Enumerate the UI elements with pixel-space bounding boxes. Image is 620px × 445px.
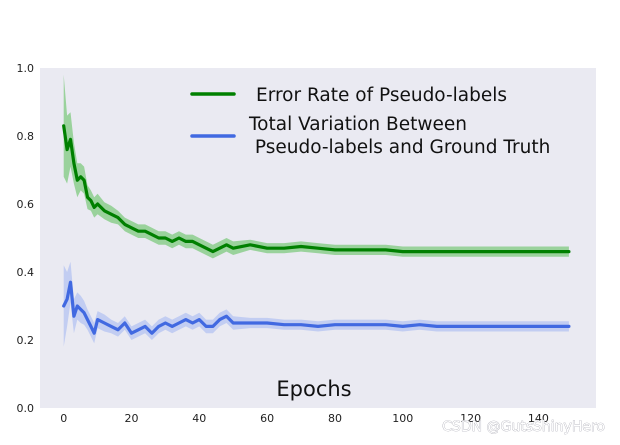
series-2-line — [62, 280, 571, 335]
y-axis-ticks: 0.0 0.2 0.4 0.6 0.8 1.0 — [17, 62, 35, 415]
x-tick-label: 60 — [260, 412, 274, 425]
x-tick-label: 100 — [392, 412, 413, 425]
y-tick-label: 0.4 — [17, 266, 35, 279]
legend-label-1: Error Rate of Pseudo-labels — [256, 85, 507, 106]
x-tick-label: 0 — [60, 412, 67, 425]
y-tick-label: 0.0 — [17, 402, 35, 415]
x-axis-ticks: 0 20 40 60 80 100 120 140 — [60, 412, 549, 425]
x-tick-label: 20 — [125, 412, 139, 425]
x-tick-label: 120 — [460, 412, 481, 425]
plot-area — [40, 68, 596, 408]
legend-label-2: Total Variation Between Pseudo-labels an… — [248, 114, 550, 158]
x-tick-label: 40 — [192, 412, 206, 425]
x-tick-label: 80 — [328, 412, 342, 425]
y-tick-label: 0.8 — [17, 130, 35, 143]
series-lines — [62, 124, 571, 335]
y-tick-label: 0.6 — [17, 198, 35, 211]
series-1-line — [62, 124, 571, 254]
y-tick-label: 1.0 — [17, 62, 35, 75]
watermark-text: CSDN @GutsShinyHero — [442, 419, 605, 435]
x-tick-label: 140 — [528, 412, 549, 425]
legend: Error Rate of Pseudo-labels Total Variati… — [190, 85, 550, 158]
x-axis-label: Epochs — [276, 377, 351, 401]
y-tick-label: 0.2 — [17, 334, 35, 347]
